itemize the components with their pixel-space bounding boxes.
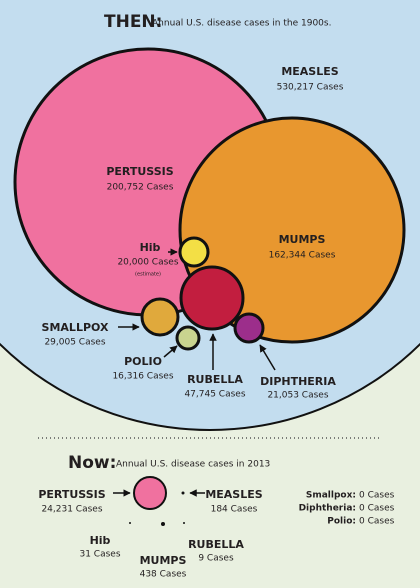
- hib-bubble: [178, 236, 210, 268]
- cases: 24,231 Cases: [41, 505, 102, 515]
- diphtheria-bubble: [233, 312, 265, 344]
- hib-dot: [129, 522, 131, 524]
- label: POLIO: [124, 355, 162, 368]
- cases: 31 Cases: [79, 550, 120, 560]
- cases: 29,005 Cases: [44, 338, 105, 348]
- label: PERTUSSIS: [106, 165, 173, 178]
- cases: 184 Cases: [211, 505, 258, 515]
- cases: 438 Cases: [140, 570, 187, 580]
- cases: 530,217 Cases: [277, 83, 344, 93]
- rubella-bubble: [179, 265, 245, 331]
- label: Diphtheria:: [299, 504, 356, 514]
- rubella-dot: [183, 522, 185, 524]
- pertussis-bubble: [133, 476, 167, 510]
- label: PERTUSSIS: [38, 488, 105, 501]
- label: MUMPS: [279, 233, 326, 246]
- then-title: THEN:: [104, 12, 162, 32]
- cases: 200,752 Cases: [107, 183, 174, 193]
- mumps-dot: [161, 522, 165, 526]
- label: Hib: [90, 534, 111, 547]
- label: MEASLES: [205, 488, 262, 501]
- cases: 0 Cases: [359, 491, 395, 501]
- note: (estimate): [135, 272, 161, 278]
- cases: 21,053 Cases: [267, 391, 328, 401]
- cases: 20,000 Cases: [117, 258, 178, 268]
- cases: 9 Cases: [198, 554, 234, 564]
- cases: 0 Cases: [359, 517, 395, 527]
- label: Polio:: [327, 517, 356, 527]
- now-subtitle: Annual U.S. disease cases in 2013: [116, 460, 270, 470]
- label: MEASLES: [281, 65, 338, 78]
- label: RUBELLA: [188, 538, 244, 551]
- now-title: Now:: [68, 453, 116, 473]
- label: Smallpox:: [306, 491, 356, 501]
- zero-list: Smallpox: 0 Cases Diphtheria: 0 Cases Po…: [299, 491, 395, 527]
- cases: 0 Cases: [359, 504, 395, 514]
- cases: 16,316 Cases: [112, 372, 173, 382]
- label: RUBELLA: [187, 373, 243, 386]
- cases: 47,745 Cases: [184, 390, 245, 400]
- polio-bubble: [175, 325, 201, 351]
- label: Hib: [140, 241, 161, 254]
- label: SMALLPOX: [42, 321, 109, 334]
- label: DIPHTHERIA: [260, 375, 336, 388]
- smallpox-bubble: [140, 297, 180, 337]
- then-subtitle: Annual U.S. disease cases in the 1900s.: [152, 19, 331, 29]
- arrow: [259, 344, 276, 371]
- cases: 162,344 Cases: [269, 251, 336, 261]
- arrow: [163, 345, 178, 358]
- measles-dot: [181, 491, 185, 495]
- label: MUMPS: [140, 554, 187, 567]
